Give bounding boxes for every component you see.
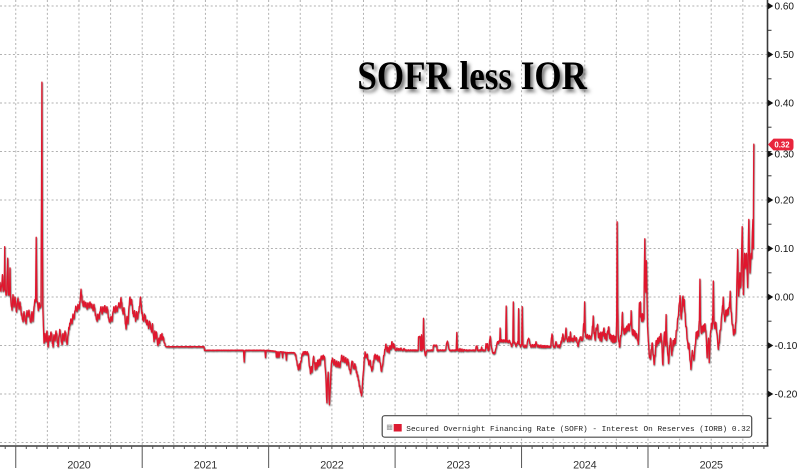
svg-text:2021: 2021: [194, 460, 217, 470]
svg-text:0.60: 0.60: [775, 1, 795, 12]
svg-text:Secured Overnight Financing Ra: Secured Overnight Financing Rate (SOFR) …: [406, 426, 751, 434]
svg-text:-0.20: -0.20: [775, 389, 798, 400]
svg-text:0.30: 0.30: [775, 150, 795, 161]
svg-text:2022: 2022: [320, 460, 343, 470]
svg-text:2020: 2020: [67, 460, 90, 470]
svg-text:0.10: 0.10: [775, 244, 795, 255]
svg-text:2025: 2025: [700, 460, 723, 470]
svg-text:0.20: 0.20: [775, 195, 795, 206]
svg-text:0.32: 0.32: [774, 140, 790, 149]
svg-text:0.50: 0.50: [775, 50, 795, 61]
svg-text:2024: 2024: [573, 460, 596, 470]
svg-text:-0.10: -0.10: [775, 341, 798, 352]
svg-text:0.00: 0.00: [775, 292, 795, 303]
svg-text:2023: 2023: [447, 460, 470, 470]
svg-text:0.40: 0.40: [775, 98, 795, 109]
